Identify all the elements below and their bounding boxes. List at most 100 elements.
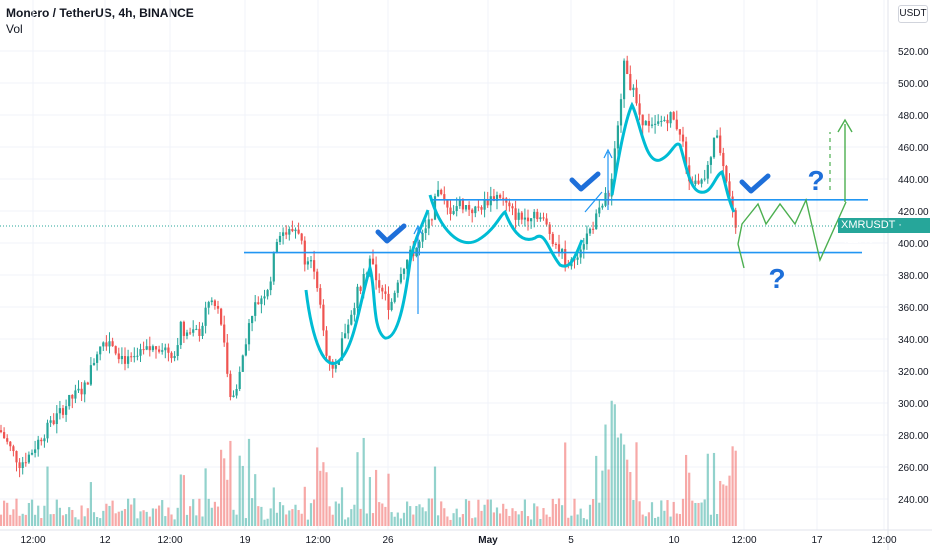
- volume-bar: [588, 504, 592, 526]
- candle-body: [499, 194, 502, 198]
- volume-bar: [71, 509, 74, 526]
- candle-body: [523, 217, 526, 220]
- candle-body: [430, 219, 433, 221]
- volume-bar: [406, 501, 409, 526]
- candle-body: [700, 179, 703, 184]
- candle-body: [108, 341, 111, 347]
- candle-body: [313, 260, 316, 272]
- y-tick-label: 500.00: [898, 79, 929, 90]
- candle-body: [592, 228, 595, 230]
- chart-title: Monero / TetherUS, 4h, BINANCE: [6, 6, 194, 20]
- candle-body: [120, 356, 123, 360]
- candle-body: [440, 189, 443, 195]
- candle-body: [148, 346, 151, 351]
- volume-bar: [347, 517, 350, 526]
- volume-bar: [46, 466, 49, 526]
- candle-body: [83, 382, 86, 395]
- candle-body: [381, 287, 384, 292]
- cup-handle-sketch: [428, 194, 584, 268]
- candle-body: [694, 180, 697, 185]
- candle-body: [375, 264, 378, 281]
- candle-body: [269, 281, 272, 291]
- volume-bar: [647, 512, 650, 526]
- candle-body: [477, 206, 480, 208]
- candle-body: [213, 300, 216, 306]
- candle-body: [170, 352, 173, 359]
- volume-bar: [99, 518, 102, 526]
- candle-body: [24, 462, 27, 464]
- grid: [0, 0, 888, 530]
- candle-body: [384, 291, 387, 294]
- candle-body: [164, 347, 167, 351]
- volume-bar: [517, 514, 520, 526]
- candle-body: [185, 332, 189, 336]
- volume-bar: [80, 505, 83, 526]
- volume-bar: [288, 510, 291, 526]
- candle-body: [65, 406, 68, 415]
- volume-bar: [371, 513, 375, 526]
- volume-bar: [601, 470, 604, 526]
- volume-bar: [37, 505, 40, 526]
- volume-bar: [43, 505, 46, 526]
- candle-body: [455, 206, 458, 212]
- volume-bar: [291, 509, 294, 526]
- candle-body: [86, 382, 89, 385]
- volume-bar: [418, 504, 421, 526]
- y-tick-label: 340.00: [898, 335, 929, 346]
- candle-body: [706, 164, 709, 179]
- candle-body: [127, 356, 130, 364]
- candle-body: [551, 233, 554, 245]
- candle-body: [464, 205, 468, 210]
- volume-bar: [731, 446, 734, 526]
- candle-body: [443, 194, 446, 200]
- candle-body: [582, 244, 585, 250]
- candle-body: [3, 432, 6, 439]
- candle-body: [15, 451, 18, 463]
- volume-bar: [486, 499, 489, 526]
- volume-bar: [716, 514, 719, 526]
- volume-bar: [570, 515, 573, 526]
- candle-body: [275, 241, 278, 253]
- candle-body: [235, 388, 238, 396]
- trend-arrow: [584, 191, 603, 213]
- candle-body: [61, 408, 65, 415]
- volume-bar: [151, 508, 154, 526]
- volume-bar: [427, 498, 430, 526]
- volume-bar: [520, 510, 523, 526]
- y-tick-label: 360.00: [898, 303, 929, 314]
- candle-body: [74, 390, 77, 399]
- candle-body: [251, 315, 254, 324]
- candle-body: [350, 314, 353, 325]
- volume-bar: [123, 509, 127, 526]
- candle-body: [92, 362, 96, 366]
- candle-body: [629, 74, 632, 91]
- candle-body: [238, 371, 241, 389]
- volume-bar: [316, 447, 319, 526]
- candle-body: [585, 233, 588, 245]
- candle-body: [458, 199, 461, 207]
- volume-bar: [533, 503, 536, 526]
- volume-bar: [362, 437, 365, 526]
- volume-bar: [192, 499, 195, 526]
- volume-bar: [154, 508, 158, 526]
- volume-bars: [0, 400, 737, 526]
- volume-bar: [161, 500, 164, 526]
- candle-body: [331, 361, 334, 369]
- volume-bar: [523, 499, 526, 526]
- volume-bar: [344, 519, 347, 526]
- volume-bar: [145, 511, 148, 526]
- volume-bar: [266, 518, 269, 526]
- candle-body: [9, 441, 12, 447]
- volume-bar: [185, 514, 189, 526]
- candle-body: [316, 271, 319, 289]
- candle-body: [579, 249, 582, 258]
- candle-body: [161, 350, 164, 352]
- candle-body: [396, 282, 399, 293]
- cup-handle-sketch: [610, 101, 736, 213]
- candle-body: [530, 218, 533, 222]
- currency-button[interactable]: USDT: [898, 5, 928, 23]
- volume-bar: [409, 506, 412, 526]
- candle-body: [378, 280, 381, 288]
- candle-body: [80, 388, 83, 395]
